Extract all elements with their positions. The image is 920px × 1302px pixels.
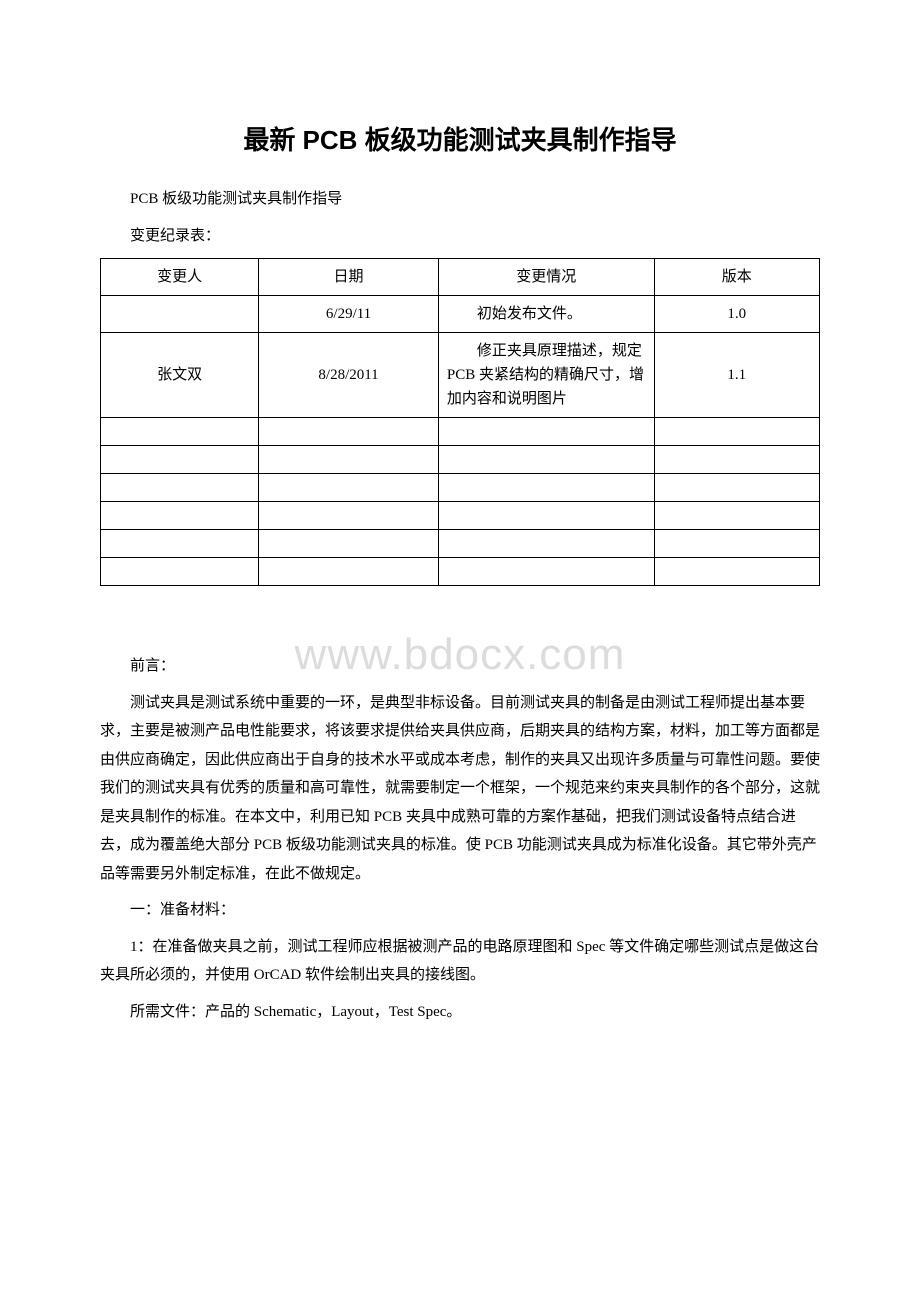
empty-cell <box>438 446 654 474</box>
empty-cell <box>101 418 259 446</box>
table-empty-row <box>101 418 820 446</box>
empty-cell <box>438 474 654 502</box>
intro-line: PCB 板级功能测试夹具制作指导 <box>100 185 820 214</box>
table-header-cell: 版本 <box>654 259 819 296</box>
table-row: 6/29/11初始发布文件。1.0 <box>101 296 820 333</box>
table-row: 张文双8/28/2011修正夹具原理描述，规定 PCB 夹紧结构的精确尺寸，增加… <box>101 333 820 418</box>
cell-person <box>101 296 259 333</box>
empty-cell <box>654 474 819 502</box>
table-empty-row <box>101 446 820 474</box>
table-header-cell: 变更人 <box>101 259 259 296</box>
section1-item2: 所需文件：产品的 Schematic，Layout，Test Spec。 <box>100 998 820 1027</box>
empty-cell <box>259 530 439 558</box>
empty-cell <box>101 502 259 530</box>
empty-cell <box>438 558 654 586</box>
cell-date: 8/28/2011 <box>259 333 439 418</box>
empty-cell <box>654 418 819 446</box>
page-title: 最新 PCB 板级功能测试夹具制作指导 <box>100 120 820 157</box>
table-empty-row <box>101 474 820 502</box>
cell-date: 6/29/11 <box>259 296 439 333</box>
empty-cell <box>101 446 259 474</box>
empty-cell <box>654 558 819 586</box>
empty-cell <box>654 530 819 558</box>
cell-person: 张文双 <box>101 333 259 418</box>
empty-cell <box>101 474 259 502</box>
cell-version: 1.0 <box>654 296 819 333</box>
table-empty-row <box>101 502 820 530</box>
table-empty-row <box>101 530 820 558</box>
table-label: 变更纪录表： <box>100 222 820 251</box>
table-header-row: 变更人日期变更情况版本 <box>101 259 820 296</box>
section1-item1: 1：在准备做夹具之前，测试工程师应根据被测产品的电路原理图和 Spec 等文件确… <box>100 933 820 990</box>
preface-body: 测试夹具是测试系统中重要的一环，是典型非标设备。目前测试夹具的制备是由测试工程师… <box>100 689 820 889</box>
table-header-cell: 日期 <box>259 259 439 296</box>
empty-cell <box>259 446 439 474</box>
empty-cell <box>259 474 439 502</box>
empty-cell <box>438 502 654 530</box>
empty-cell <box>101 558 259 586</box>
change-log-table: 变更人日期变更情况版本6/29/11初始发布文件。1.0张文双8/28/2011… <box>100 258 820 586</box>
empty-cell <box>259 502 439 530</box>
cell-change: 修正夹具原理描述，规定 PCB 夹紧结构的精确尺寸，增加内容和说明图片 <box>438 333 654 418</box>
cell-change: 初始发布文件。 <box>438 296 654 333</box>
table-empty-row <box>101 558 820 586</box>
empty-cell <box>259 558 439 586</box>
preface-label: 前言： <box>100 652 820 681</box>
empty-cell <box>654 502 819 530</box>
empty-cell <box>654 446 819 474</box>
table-header-cell: 变更情况 <box>438 259 654 296</box>
empty-cell <box>101 530 259 558</box>
cell-version: 1.1 <box>654 333 819 418</box>
empty-cell <box>438 530 654 558</box>
empty-cell <box>438 418 654 446</box>
section1-label: 一：准备材料： <box>100 896 820 925</box>
empty-cell <box>259 418 439 446</box>
